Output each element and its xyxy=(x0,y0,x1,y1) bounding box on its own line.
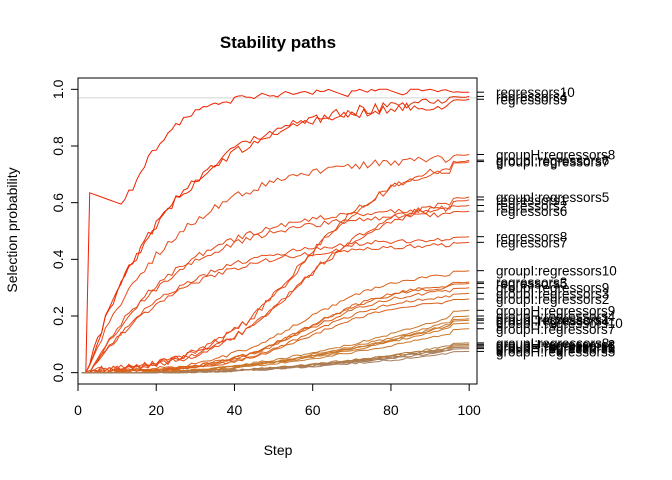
series-end-label: groupH:regressors6 xyxy=(496,339,615,354)
series-end-label: groupI:regressors8 xyxy=(496,336,609,351)
series-end-label: regressors6 xyxy=(496,204,567,219)
y-tick-label: 0.4 xyxy=(50,249,66,269)
series-end-label: groupH:regressors1 xyxy=(496,340,615,355)
series-end-label: groupI:regressors4 xyxy=(496,313,610,328)
x-axis-label: Step xyxy=(264,442,293,458)
y-axis-label: Selection probability xyxy=(4,167,20,292)
series-line xyxy=(81,159,470,374)
series-end-label: groupI:regressors3 xyxy=(496,286,609,301)
series-end-label: regressors7 xyxy=(496,235,567,250)
series-end-label: groupI:regressors5 xyxy=(496,190,609,205)
x-tick-label: 60 xyxy=(305,402,321,418)
series-line xyxy=(81,205,470,374)
series-line xyxy=(81,196,470,374)
series-end-label: groupH:regressors2 xyxy=(496,337,615,352)
series-line xyxy=(81,95,470,374)
series-line xyxy=(81,319,470,374)
chart-title: Stability paths xyxy=(220,33,336,52)
series-end-label: regressors3 xyxy=(496,275,567,290)
series-line xyxy=(81,98,470,374)
series-line xyxy=(81,236,470,374)
series-end-label: groupH:regressors4 xyxy=(496,309,616,324)
x-tick-label: 40 xyxy=(227,402,243,418)
series-end-label: groupI:regressors9 xyxy=(496,281,609,296)
series-line xyxy=(81,281,470,374)
series-end-label: regressors5 xyxy=(496,276,567,291)
series-end-label: regressors9 xyxy=(496,92,567,107)
y-tick-label: 0.0 xyxy=(50,363,66,383)
x-tick-label: 80 xyxy=(383,402,399,418)
series-end-label: groupH:regressors10 xyxy=(496,316,623,331)
series-line xyxy=(81,298,470,374)
y-tick-label: 1.0 xyxy=(50,79,66,99)
series-line xyxy=(81,241,470,374)
series-end-label: regressors2 xyxy=(496,199,567,214)
series-line xyxy=(81,154,470,374)
x-axis: 0 20 40 60 80 100 xyxy=(74,384,481,418)
y-tick-label: 0.8 xyxy=(50,136,66,156)
series-end-label: groupH:regressors7 xyxy=(496,322,615,337)
series-end-label: groupH:regressors3 xyxy=(496,342,615,357)
series-line xyxy=(81,318,470,374)
series-end-label: groupI:regressors6 xyxy=(496,153,609,168)
series-end-label: groupI:regressors7 xyxy=(496,155,609,170)
plot-frame xyxy=(77,77,478,385)
series-line xyxy=(81,210,470,374)
series-end-label: regressors10 xyxy=(496,85,575,100)
series-end-label: groupI:regressors2 xyxy=(496,292,609,307)
x-tick-label: 20 xyxy=(148,402,164,418)
y-tick-label: 0.2 xyxy=(50,306,66,326)
y-tick-label: 0.6 xyxy=(50,193,66,213)
series-line xyxy=(81,292,470,374)
series-end-label: groupH:regressors5 xyxy=(496,344,615,359)
series-group xyxy=(81,88,470,374)
series-end-label: groupI:regressors1 xyxy=(496,312,609,327)
series-line xyxy=(81,199,470,374)
y-axis: 0.0 0.2 0.4 0.6 0.8 1.0 xyxy=(50,79,78,382)
series-end-label: regressors4 xyxy=(496,89,568,104)
series-line xyxy=(81,88,470,374)
series-line xyxy=(81,161,470,374)
series-end-label: groupI:regressors10 xyxy=(496,264,617,279)
series-end-label: groupH:regressors8 xyxy=(496,148,615,163)
series-end-label: regressors1 xyxy=(496,193,567,208)
series-line xyxy=(81,350,470,374)
series-end-label: regressors8 xyxy=(496,230,567,245)
series-line xyxy=(81,270,470,374)
x-tick-label: 100 xyxy=(457,402,481,418)
series-end-label: groupH:regressors9 xyxy=(496,303,615,318)
x-tick-label: 0 xyxy=(74,402,82,418)
